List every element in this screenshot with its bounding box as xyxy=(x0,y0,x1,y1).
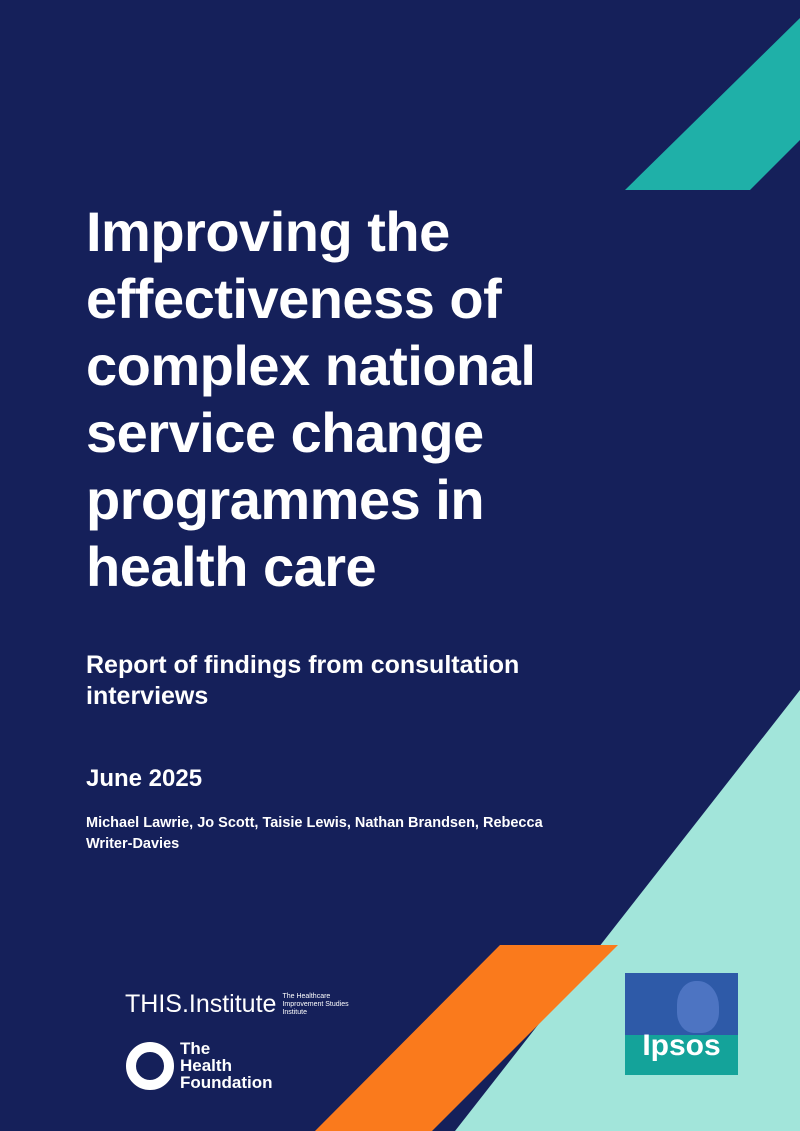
logo-text: THIS.Institute xyxy=(125,990,277,1018)
orange-shape xyxy=(315,945,618,1131)
text-line: complex national xyxy=(86,334,536,397)
title: Improving the effectiveness of complex nat… xyxy=(86,198,536,600)
text-line: programmes in xyxy=(86,468,485,531)
authors: Michael Lawrie, Jo Scott, Taisie Lewis, … xyxy=(86,815,543,852)
logo-text: Ipsos xyxy=(642,1029,721,1062)
this-institute-logo: THIS.Institute The Healthcare Improvemen… xyxy=(125,990,352,1019)
text-line: Health xyxy=(180,1056,232,1075)
text-line: Improving the xyxy=(86,200,450,263)
ipsos-logo: Ipsos xyxy=(625,973,738,1075)
health-foundation-ring xyxy=(126,1042,174,1090)
text-line: health care xyxy=(86,535,377,598)
teal-shape xyxy=(625,18,800,190)
text-line: Foundation xyxy=(180,1073,273,1092)
health-foundation-logo: The Health Foundation xyxy=(180,1040,273,1091)
logo-band xyxy=(625,1035,738,1075)
text-line: The xyxy=(180,1039,211,1058)
date: June 2025 xyxy=(86,765,203,792)
text-line: effectiveness of xyxy=(86,267,502,330)
text-line: service change xyxy=(86,401,484,464)
subtitle: Report of findings from consultation int… xyxy=(86,651,520,710)
logo-head xyxy=(677,981,719,1033)
logo-subtext: The Healthcare Improvement Studies Insti… xyxy=(282,992,349,1016)
